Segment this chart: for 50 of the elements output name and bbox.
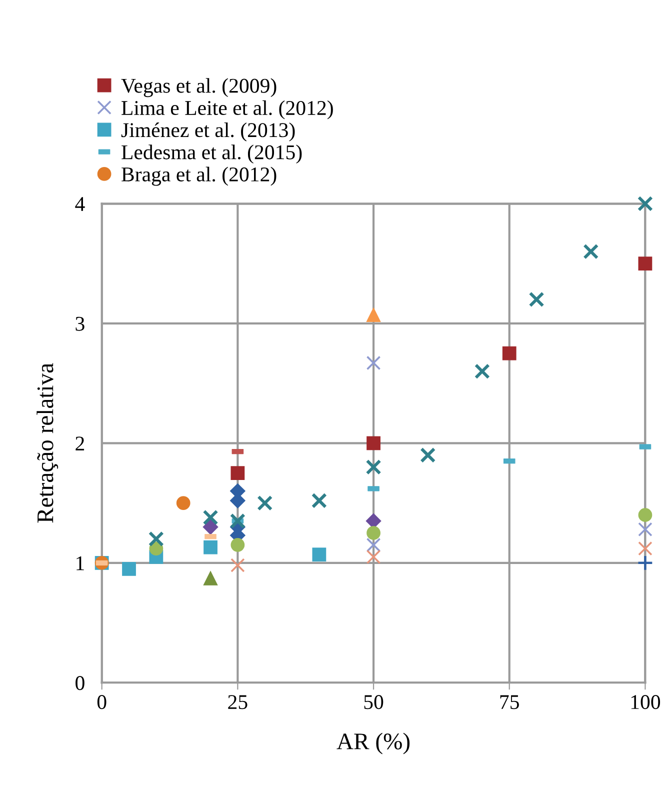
point bbox=[502, 346, 516, 360]
point bbox=[230, 513, 246, 529]
point bbox=[312, 548, 326, 562]
point bbox=[148, 531, 164, 547]
point bbox=[122, 562, 136, 576]
point bbox=[583, 244, 599, 260]
point bbox=[202, 519, 218, 535]
point bbox=[638, 256, 652, 270]
y-tick-label: 2 bbox=[76, 436, 84, 450]
point bbox=[149, 542, 164, 556]
point bbox=[638, 522, 652, 537]
y-tick-label: 1 bbox=[76, 556, 84, 570]
point bbox=[474, 364, 490, 380]
x-tick-label: 0 bbox=[97, 695, 106, 710]
x-axis-title: AR (%) bbox=[336, 732, 410, 754]
point bbox=[311, 492, 327, 508]
legend-label: Jiménez et al. (2013) bbox=[121, 122, 295, 142]
y-tick-label: 3 bbox=[76, 316, 84, 331]
legend-label: Braga et al. (2012) bbox=[122, 166, 276, 186]
point bbox=[366, 308, 380, 322]
point bbox=[230, 466, 245, 480]
point bbox=[204, 572, 218, 586]
x-tick-label: 25 bbox=[228, 695, 248, 710]
point bbox=[366, 356, 381, 370]
point bbox=[420, 447, 436, 463]
point bbox=[366, 538, 381, 552]
y-tick-label: 4 bbox=[75, 197, 85, 211]
point bbox=[202, 510, 218, 526]
x-tick-label: 50 bbox=[364, 695, 384, 710]
x-tick-label: 100 bbox=[631, 695, 660, 710]
y-tick-label: 0 bbox=[76, 676, 84, 690]
point bbox=[528, 292, 544, 308]
point bbox=[366, 436, 380, 450]
point bbox=[366, 526, 380, 540]
point bbox=[366, 459, 382, 475]
point bbox=[230, 538, 245, 552]
legend-label: Vegas et al. (2009) bbox=[121, 78, 276, 98]
point bbox=[257, 495, 273, 511]
point bbox=[366, 550, 381, 564]
x-tick-label: 75 bbox=[500, 695, 519, 710]
point bbox=[230, 558, 245, 572]
point bbox=[204, 540, 218, 554]
point bbox=[176, 496, 190, 510]
legend-label: Ledesma et al. (2015) bbox=[122, 144, 302, 164]
y-axis-title: Retração relativa bbox=[36, 363, 58, 523]
point bbox=[638, 541, 652, 556]
legend-label: Lima e Leite et al. (2012) bbox=[122, 100, 333, 120]
point bbox=[637, 196, 653, 212]
point bbox=[638, 508, 652, 522]
point bbox=[637, 554, 654, 571]
